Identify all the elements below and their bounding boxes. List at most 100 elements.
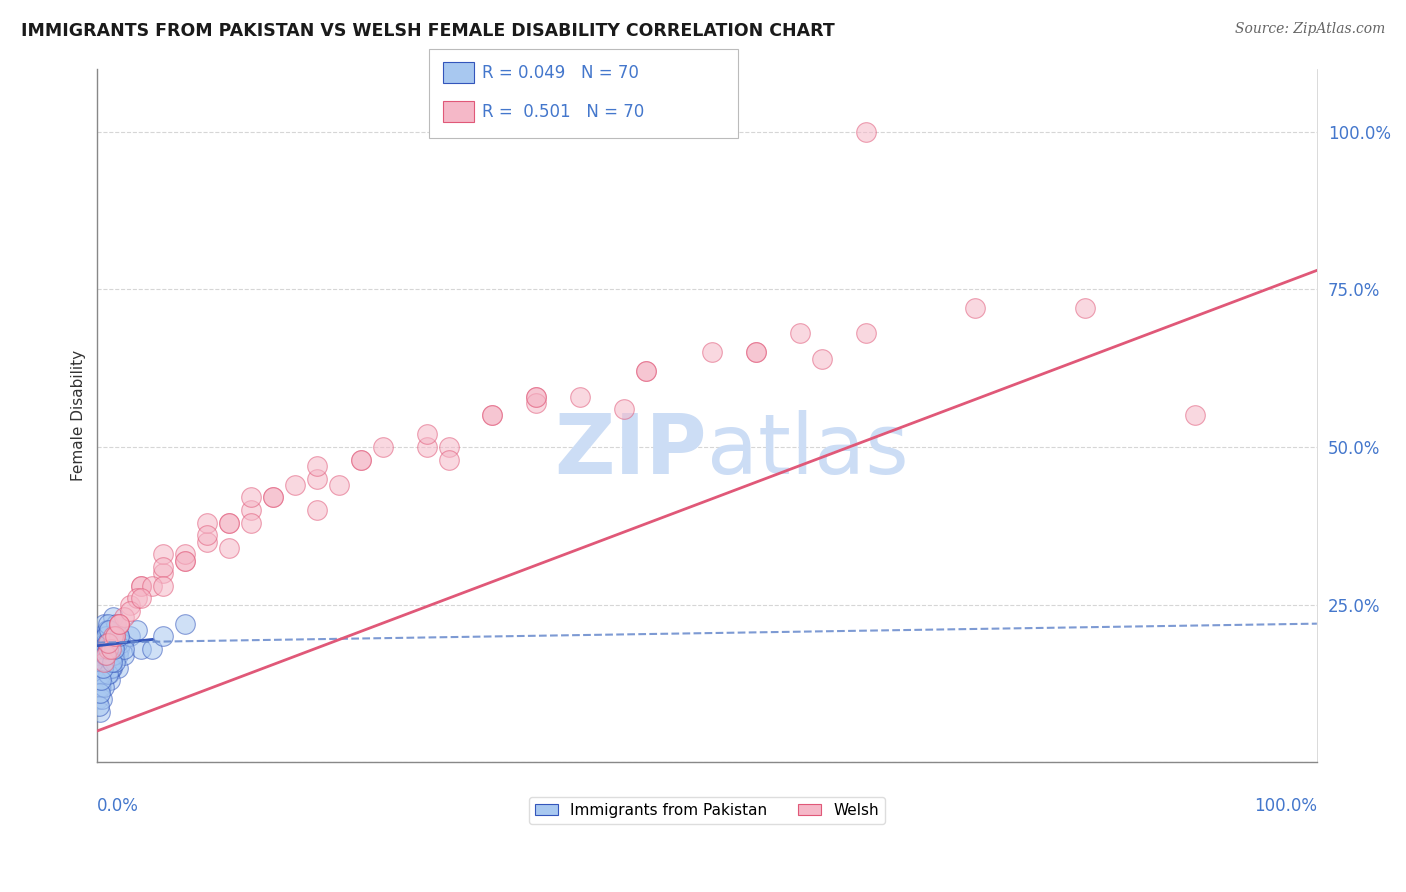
Point bbox=[135, 553, 157, 567]
Point bbox=[172, 503, 194, 517]
Point bbox=[94, 641, 117, 656]
Point bbox=[98, 616, 121, 631]
Point bbox=[135, 553, 157, 567]
Point bbox=[89, 648, 111, 663]
Point bbox=[87, 692, 110, 706]
Point bbox=[93, 616, 115, 631]
Point bbox=[93, 635, 115, 649]
Point bbox=[94, 610, 117, 624]
Point bbox=[89, 680, 111, 694]
Point bbox=[513, 326, 536, 341]
Point bbox=[93, 623, 115, 637]
Point bbox=[91, 655, 114, 669]
Point bbox=[90, 641, 112, 656]
Point bbox=[90, 648, 112, 663]
Point bbox=[354, 390, 377, 404]
Point bbox=[488, 351, 510, 366]
Point bbox=[93, 667, 115, 681]
Point bbox=[159, 516, 181, 530]
Point bbox=[96, 629, 118, 643]
Point bbox=[96, 629, 118, 643]
Text: R =  0.501   N = 70: R = 0.501 N = 70 bbox=[482, 103, 644, 121]
Point bbox=[93, 623, 115, 637]
Point bbox=[97, 629, 120, 643]
Point bbox=[122, 547, 145, 561]
Text: IMMIGRANTS FROM PAKISTAN VS WELSH FEMALE DISABILITY CORRELATION CHART: IMMIGRANTS FROM PAKISTAN VS WELSH FEMALE… bbox=[21, 22, 835, 40]
Point bbox=[108, 623, 131, 637]
Point bbox=[513, 125, 536, 139]
Point bbox=[330, 396, 353, 410]
Point bbox=[94, 655, 117, 669]
Point bbox=[90, 635, 112, 649]
Point bbox=[122, 629, 145, 643]
Point bbox=[93, 673, 115, 688]
Point bbox=[91, 648, 114, 663]
Point bbox=[98, 616, 121, 631]
Point bbox=[97, 661, 120, 675]
Point bbox=[939, 301, 962, 316]
Point bbox=[93, 667, 115, 681]
Point bbox=[427, 345, 450, 359]
Point bbox=[135, 547, 157, 561]
Point bbox=[184, 491, 207, 505]
Point bbox=[111, 641, 134, 656]
Point bbox=[90, 680, 112, 694]
Point bbox=[451, 345, 474, 359]
Point bbox=[269, 427, 291, 442]
Point bbox=[101, 648, 124, 663]
Point bbox=[122, 579, 145, 593]
Point bbox=[305, 409, 328, 423]
Point bbox=[96, 648, 118, 663]
Point bbox=[96, 635, 118, 649]
Point bbox=[818, 251, 841, 265]
Point bbox=[104, 629, 127, 643]
Point bbox=[281, 440, 304, 454]
Point bbox=[148, 516, 170, 530]
Point bbox=[96, 655, 118, 669]
Point bbox=[148, 528, 170, 542]
Legend: Immigrants from Pakistan, Welsh: Immigrants from Pakistan, Welsh bbox=[529, 797, 884, 824]
Point bbox=[93, 641, 115, 656]
Point bbox=[111, 591, 134, 606]
Text: 0.0%: 0.0% bbox=[97, 797, 139, 815]
Point bbox=[96, 629, 118, 643]
Point bbox=[159, 541, 181, 555]
Point bbox=[269, 440, 291, 454]
Point bbox=[93, 635, 115, 649]
Point bbox=[1184, 125, 1206, 139]
Point bbox=[104, 598, 127, 612]
Point bbox=[1184, 661, 1206, 675]
Point bbox=[451, 345, 474, 359]
Point bbox=[122, 560, 145, 574]
Point bbox=[94, 655, 117, 669]
Point bbox=[91, 629, 114, 643]
Point bbox=[172, 491, 194, 505]
Point bbox=[208, 458, 231, 473]
Point bbox=[378, 402, 401, 417]
Point bbox=[159, 516, 181, 530]
Point bbox=[93, 661, 115, 675]
Point bbox=[172, 516, 194, 530]
Point bbox=[98, 629, 121, 643]
Point bbox=[281, 452, 304, 467]
Point bbox=[117, 579, 139, 593]
Point bbox=[391, 364, 413, 378]
Point bbox=[87, 698, 110, 713]
Point bbox=[87, 680, 110, 694]
Text: 100.0%: 100.0% bbox=[1254, 797, 1317, 815]
Point bbox=[101, 610, 124, 624]
Point bbox=[208, 472, 231, 486]
Point bbox=[90, 616, 112, 631]
Point bbox=[89, 641, 111, 656]
Point bbox=[184, 491, 207, 505]
Point bbox=[636, 301, 658, 316]
Point bbox=[574, 301, 596, 316]
Point bbox=[96, 648, 118, 663]
Point bbox=[90, 667, 112, 681]
Point bbox=[96, 629, 118, 643]
Point bbox=[90, 648, 112, 663]
Point bbox=[221, 478, 243, 492]
Text: R = 0.049   N = 70: R = 0.049 N = 70 bbox=[482, 64, 640, 82]
Point bbox=[818, 680, 841, 694]
Point bbox=[93, 655, 115, 669]
